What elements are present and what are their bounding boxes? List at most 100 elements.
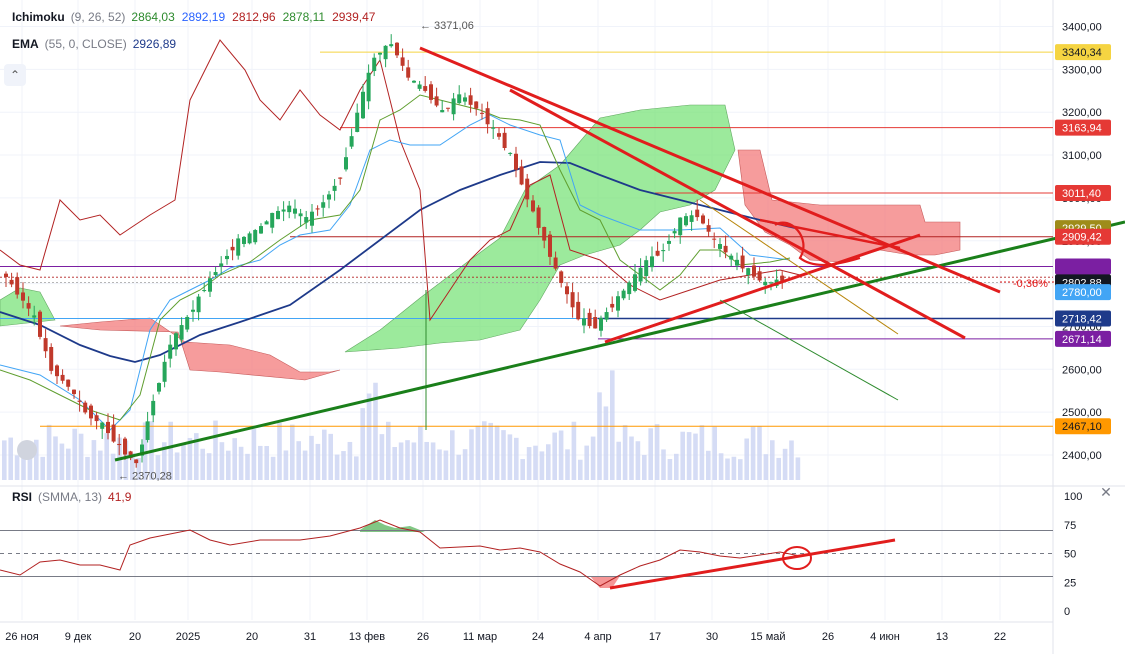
trend-drawings bbox=[114, 46, 1125, 462]
y-tick-label: 2600,00 bbox=[1062, 364, 1102, 376]
ema-name: EMA bbox=[12, 37, 39, 51]
ema-value: 2926,89 bbox=[132, 37, 177, 51]
candle-body bbox=[667, 240, 671, 244]
candle-body bbox=[587, 312, 592, 326]
volume-bar bbox=[642, 454, 647, 480]
volume-bar bbox=[142, 422, 148, 480]
volume-bar bbox=[411, 442, 417, 480]
candle-body bbox=[576, 301, 581, 320]
volume-bar bbox=[603, 406, 609, 480]
volume-bar bbox=[366, 393, 372, 480]
volume-bar bbox=[296, 441, 301, 480]
volume-bar bbox=[34, 439, 39, 480]
x-tick-label: 17 bbox=[649, 631, 661, 643]
volume-bar bbox=[309, 435, 314, 480]
x-tick-label: 26 bbox=[417, 631, 429, 643]
candle-body bbox=[321, 202, 326, 208]
candle-body bbox=[270, 212, 275, 228]
price-line-label: 2780,00 bbox=[1062, 287, 1102, 299]
candle-body bbox=[616, 296, 620, 311]
ichimoku-legend[interactable]: Ichimoku (9, 26, 52) 2864,03 2892,19 2812,96… bbox=[12, 10, 382, 24]
volume-bar bbox=[667, 459, 673, 480]
price-line-badge bbox=[1055, 310, 1111, 327]
candle-body bbox=[457, 94, 462, 104]
volume-bar bbox=[648, 428, 653, 480]
candle-body bbox=[655, 250, 660, 256]
volume-bar bbox=[245, 453, 250, 480]
rsi-y-tick-label: 100 bbox=[1064, 491, 1082, 503]
close-icon[interactable]: ✕ bbox=[1100, 483, 1112, 500]
candle-body bbox=[519, 166, 524, 185]
volume-bar bbox=[59, 443, 65, 480]
volume-bar bbox=[213, 420, 218, 480]
volume-bar bbox=[219, 442, 225, 480]
volume-bar bbox=[610, 370, 615, 480]
candle-body bbox=[542, 226, 547, 241]
ema-line bbox=[0, 161, 796, 363]
ichimoku-value: 2812,96 bbox=[232, 10, 276, 24]
volume-bar bbox=[674, 453, 679, 480]
candle-body bbox=[718, 244, 722, 249]
candle-body bbox=[349, 136, 354, 147]
candle-body bbox=[650, 256, 654, 268]
y-tick-label: 3200,00 bbox=[1062, 107, 1102, 119]
volume-bar bbox=[456, 454, 461, 480]
candle-body bbox=[213, 272, 218, 276]
volume-bar bbox=[514, 437, 519, 480]
volume-bar bbox=[782, 448, 788, 480]
volume-bar bbox=[526, 447, 532, 480]
volume-bar bbox=[46, 424, 52, 480]
rsi-legend[interactable]: RSI (SMMA, 13) 41,9 bbox=[12, 490, 138, 504]
candle-body bbox=[287, 205, 292, 213]
candle-body bbox=[66, 379, 71, 387]
rsi-y-tick-label: 0 bbox=[1064, 606, 1070, 618]
volume-bar bbox=[795, 457, 801, 480]
volume-bar bbox=[661, 449, 666, 480]
price-line-badge bbox=[1055, 284, 1111, 301]
candle-body bbox=[32, 315, 37, 318]
volume-bar bbox=[546, 444, 551, 480]
candle-body bbox=[763, 281, 768, 286]
candle-body bbox=[174, 333, 178, 350]
candle-body bbox=[582, 318, 586, 326]
candle-body bbox=[26, 303, 31, 309]
volume-bar bbox=[72, 428, 77, 480]
candle-body bbox=[378, 52, 382, 55]
volume-bar bbox=[475, 425, 481, 480]
candle-body bbox=[383, 45, 388, 60]
rsi-circle-mark bbox=[782, 546, 812, 570]
candle-body bbox=[729, 255, 734, 260]
candle-body bbox=[372, 57, 377, 72]
volume-bar bbox=[194, 433, 199, 480]
rsi-name: RSI bbox=[12, 490, 33, 504]
candle-body bbox=[338, 177, 343, 179]
rsi-overbought-fill bbox=[360, 520, 425, 532]
rsi-y-tick-label: 25 bbox=[1064, 577, 1076, 589]
volume-bar bbox=[629, 436, 634, 480]
candle-body bbox=[111, 424, 116, 442]
chevron-up-icon[interactable]: ⌃ bbox=[4, 64, 26, 86]
candle-body bbox=[593, 317, 598, 329]
candle-body bbox=[406, 67, 411, 78]
red-trendline bbox=[604, 233, 921, 344]
ichimoku-params: (9, 26, 52) bbox=[70, 10, 126, 24]
candle-body bbox=[400, 57, 405, 66]
red-trendline bbox=[419, 46, 1001, 294]
cloud-bearish bbox=[59, 317, 341, 381]
cloud-bullish bbox=[344, 104, 736, 353]
candle-body bbox=[604, 312, 609, 320]
volume-bar bbox=[616, 441, 621, 480]
green-trendline bbox=[114, 220, 1125, 462]
candle-body bbox=[423, 86, 428, 91]
candle-body bbox=[327, 194, 331, 200]
volume-bars bbox=[2, 370, 801, 480]
price-line-badge bbox=[1055, 258, 1111, 275]
candle-body bbox=[185, 316, 190, 330]
horizontal-lines bbox=[0, 51, 1053, 430]
volume-bar bbox=[635, 441, 641, 480]
ema-legend[interactable]: EMA (55, 0, CLOSE) 2926,89 bbox=[12, 37, 183, 51]
x-tick-label: 26 bbox=[822, 631, 834, 643]
candle-body bbox=[536, 207, 541, 228]
